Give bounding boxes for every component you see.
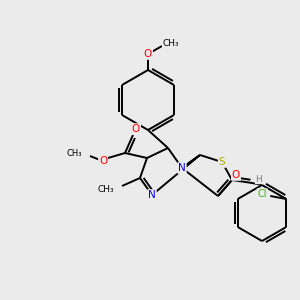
Text: H: H <box>256 175 262 184</box>
Text: CH₃: CH₃ <box>163 40 179 49</box>
Text: CH₃: CH₃ <box>67 149 82 158</box>
Text: Cl: Cl <box>257 189 267 199</box>
Text: CH₃: CH₃ <box>98 185 114 194</box>
Text: S: S <box>219 157 225 167</box>
Text: O: O <box>99 156 107 166</box>
Text: O: O <box>144 49 152 59</box>
Text: N: N <box>178 163 186 173</box>
Text: O: O <box>232 170 240 180</box>
Text: O: O <box>132 124 140 134</box>
Text: methoxy: methoxy <box>163 44 169 45</box>
Text: N: N <box>148 190 156 200</box>
